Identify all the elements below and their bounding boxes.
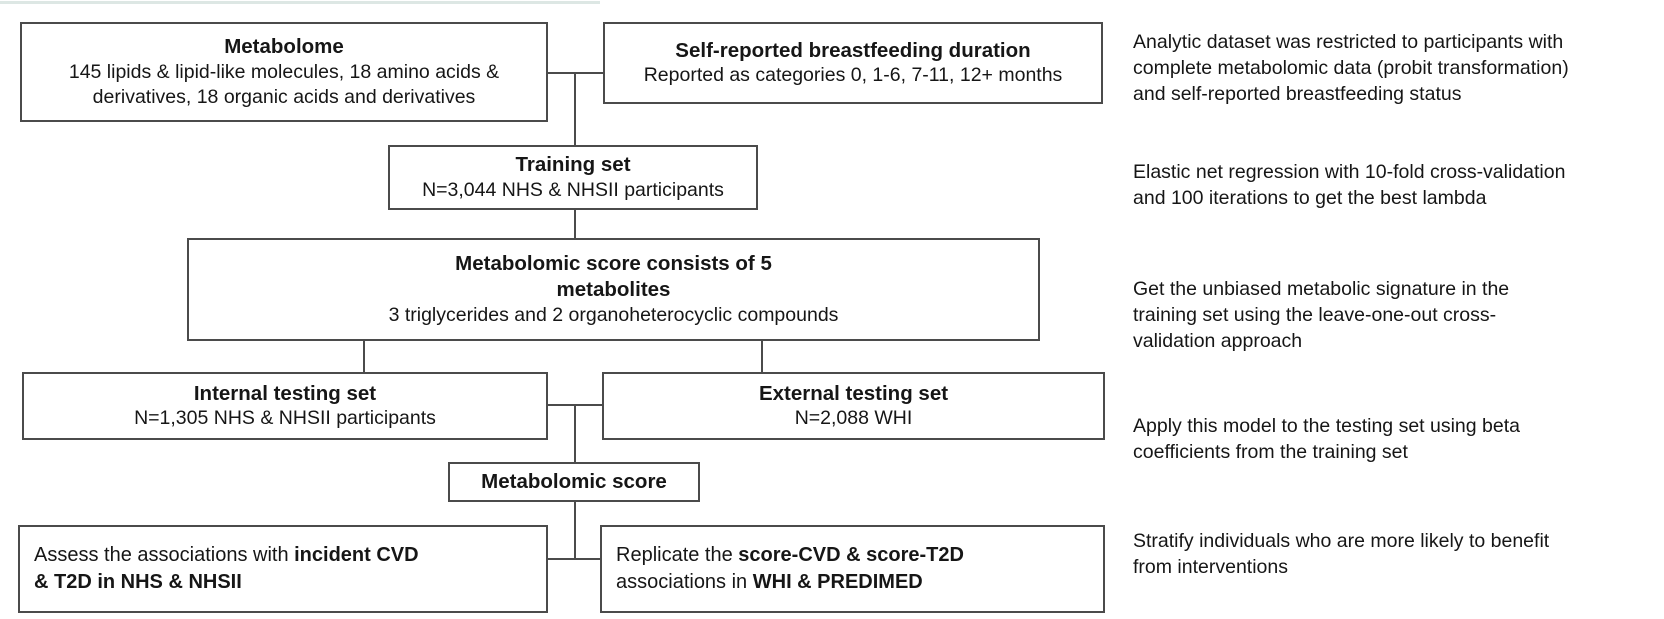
training-set-title: Training set xyxy=(515,153,631,177)
internal-testing-body: N=1,305 NHS & NHSII participants xyxy=(134,407,436,430)
metabolomic-score-5-box: Metabolomic score consists of 5 metaboli… xyxy=(187,238,1040,341)
breastfeeding-box: Self-reported breastfeeding duration Rep… xyxy=(603,22,1103,104)
annotation-metabolic-signature: Get the unbiased metabolic signature in … xyxy=(1133,278,1510,352)
metabolomic-score-title: Metabolomic score xyxy=(481,470,667,494)
replicate-text-bold-1: score-CVD & score-T2D xyxy=(738,544,964,566)
assess-associations-box: Assess the associations with incident CV… xyxy=(18,525,548,613)
training-set-box: Training set N=3,044 NHS & NHSII partici… xyxy=(388,145,758,210)
internal-testing-title: Internal testing set xyxy=(193,381,377,405)
replicate-text-regular-2: associations in xyxy=(616,571,748,593)
annotation-elastic-net: Elastic net regression with 10-fold cros… xyxy=(1133,161,1566,209)
connector-training-to-score5-line xyxy=(574,210,576,238)
assess-text-bold: incident CVD & T2D in NHS & NHSII xyxy=(34,544,419,593)
external-testing-title: External testing set xyxy=(758,381,949,405)
metabolomic-score-5-title: Metabolomic score consists of 5 metaboli… xyxy=(455,252,772,302)
connector-score5-to-internal-line xyxy=(363,341,365,372)
metabolomic-score-box: Metabolomic score xyxy=(448,462,700,502)
replicate-associations-text: Replicate the score-CVD & score-T2D asso… xyxy=(616,542,964,596)
training-set-body: N=3,044 NHS & NHSII participants xyxy=(422,178,724,201)
assess-text-regular: Assess the associations with xyxy=(34,544,295,566)
connector-score-to-bottom-line xyxy=(574,502,576,560)
replicate-text-regular-1: Replicate the xyxy=(616,544,739,566)
metabolome-box: Metabolome 145 lipids & lipid-like molec… xyxy=(20,22,548,122)
replicate-associations-box: Replicate the score-CVD & score-T2D asso… xyxy=(600,525,1105,613)
annotation-analytic-dataset: Analytic dataset was restricted to parti… xyxy=(1133,31,1569,105)
breastfeeding-body: Reported as categories 0, 1-6, 7-11, 12+… xyxy=(643,64,1063,87)
external-testing-body: N=2,088 WHI xyxy=(794,407,913,430)
replicate-text-bold-2: WHI & PREDIMED xyxy=(752,571,923,593)
external-testing-box: External testing set N=2,088 WHI xyxy=(602,372,1105,440)
annotation-stratify: Stratify individuals who are more likely… xyxy=(1133,530,1550,578)
top-accent-line xyxy=(0,1,600,4)
connector-testing-to-score-line xyxy=(574,404,576,462)
connector-top-to-training-line xyxy=(574,72,576,145)
metabolome-body: 145 lipids & lipid-like molecules, 18 am… xyxy=(68,60,500,108)
annotation-apply-model: Apply this model to the testing set usin… xyxy=(1133,415,1520,463)
internal-testing-box: Internal testing set N=1,305 NHS & NHSII… xyxy=(22,372,548,440)
breastfeeding-title: Self-reported breastfeeding duration xyxy=(675,38,1031,62)
connector-bottom-horizontal-line xyxy=(548,558,600,560)
metabolome-title: Metabolome xyxy=(224,35,344,59)
connector-score5-to-external-line xyxy=(761,341,763,372)
assess-associations-text: Assess the associations with incident CV… xyxy=(34,542,419,596)
metabolomic-score-5-body: 3 triglycerides and 2 organoheterocyclic… xyxy=(388,303,839,326)
